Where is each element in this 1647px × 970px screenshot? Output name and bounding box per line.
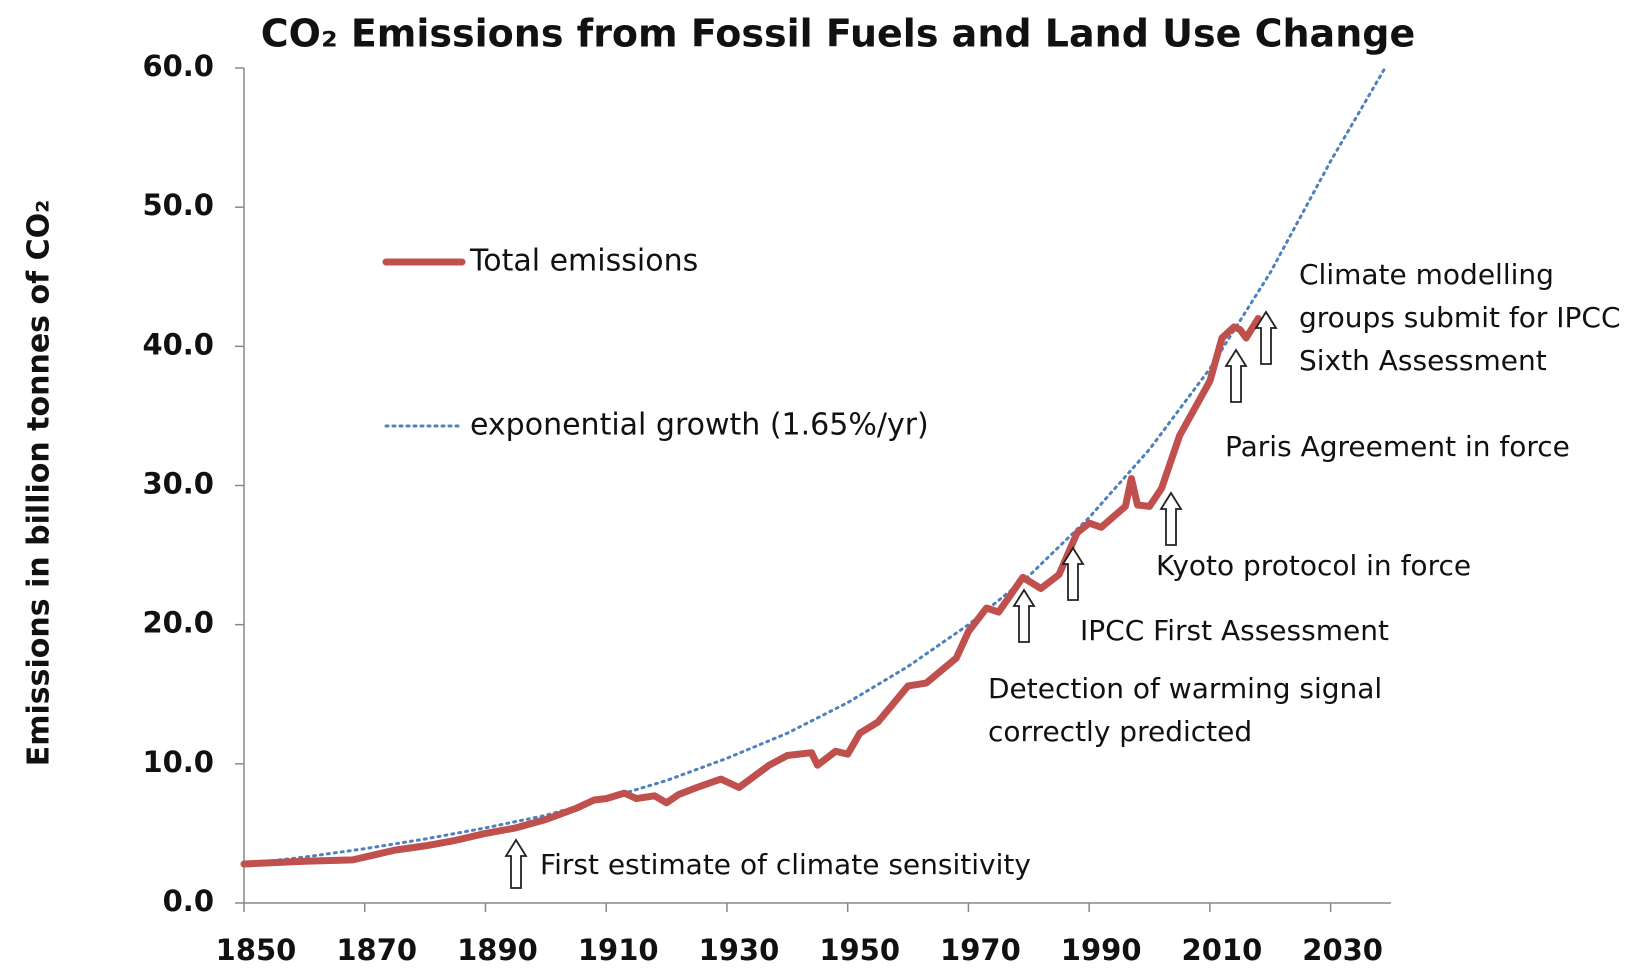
x-tick-label: 1850 [216, 933, 297, 967]
y-tick-label: 20.0 [142, 606, 214, 640]
annotation: Kyoto protocol in force [1156, 549, 1471, 582]
annotation: First estimate of climate sensitivity [540, 848, 1031, 881]
annotation: Paris Agreement in force [1225, 430, 1570, 463]
chart-title: CO₂ Emissions from Fossil Fuels and Land… [261, 12, 1415, 56]
x-tick-label: 2010 [1182, 933, 1263, 967]
annotation: groups submit for IPCC [1299, 301, 1621, 334]
annotation-arrow [1159, 491, 1183, 546]
series-line [242, 66, 1387, 866]
annotation: Climate modelling [1299, 258, 1554, 291]
annotation-arrow [504, 838, 528, 889]
x-tick-label: 1950 [819, 933, 900, 967]
annotation: IPCC First Assessment [1080, 614, 1389, 647]
x-tick-label: 1990 [1061, 933, 1142, 967]
y-tick-label: 60.0 [142, 49, 214, 83]
x-tick-label: 2030 [1302, 933, 1383, 967]
x-tick-label: 1870 [336, 933, 417, 967]
x-tick-label: 1930 [699, 933, 780, 967]
annotation-arrow [1061, 546, 1085, 601]
y-tick-label: 50.0 [142, 188, 214, 222]
annotation-arrow [1254, 310, 1278, 365]
y-tick-label: 30.0 [142, 467, 214, 501]
y-tick-label: 10.0 [142, 745, 214, 779]
annotation-arrow [1012, 588, 1036, 643]
annotation: Sixth Assessment [1299, 344, 1547, 377]
legend-label: exponential growth (1.65%/yr) [470, 408, 929, 443]
x-tick-label: 1890 [457, 933, 538, 967]
annotation: Detection of warming signal [988, 672, 1382, 705]
annotation: correctly predicted [988, 715, 1252, 748]
x-tick-label: 1970 [940, 933, 1021, 967]
y-tick-label: 0.0 [163, 884, 214, 918]
y-axis-label: Emissions in billion tonnes of CO₂ [22, 200, 57, 766]
y-tick-label: 40.0 [142, 327, 214, 361]
series-line [240, 315, 1262, 868]
x-tick-label: 1910 [578, 933, 659, 967]
annotation-arrow [1224, 348, 1248, 403]
legend-label: Total emissions [469, 244, 698, 279]
